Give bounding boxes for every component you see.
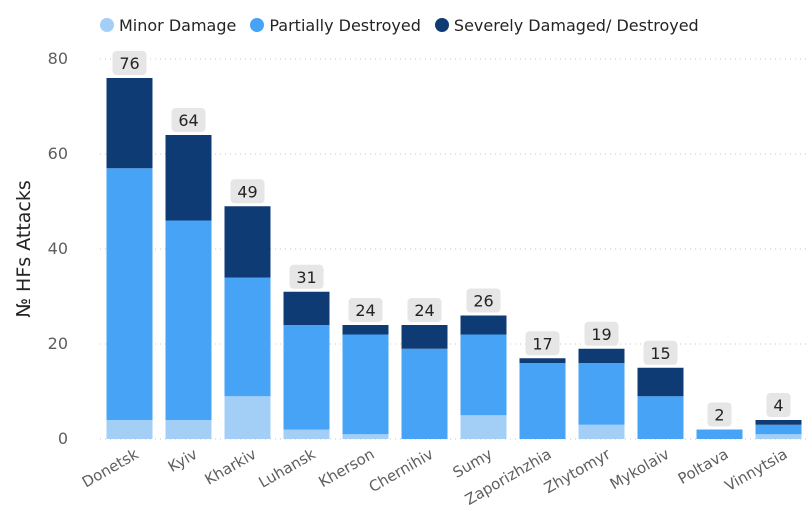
bar-segment-kherson-minor-damage <box>342 434 389 439</box>
x-tick-label-chernihiv: Chernihiv <box>366 445 437 496</box>
bar-segment-sumy-severely-damaged-destroyed <box>460 315 507 335</box>
legend-swatch-partially-destroyed <box>250 18 265 32</box>
total-label-bg-kherson <box>348 298 383 322</box>
bar-segment-kherson-partially-destroyed <box>342 334 389 435</box>
total-label-bg-kharkiv <box>230 179 265 204</box>
bar-segment-kherson-severely-damaged-destroyed <box>342 325 389 335</box>
bar-segment-zhytomyr-partially-destroyed <box>578 363 625 425</box>
bar-segment-vinnytsia-minor-damage <box>755 434 802 439</box>
total-label-kharkiv: 49 <box>237 182 257 201</box>
legend-label-minor-damage: Minor Damage <box>119 15 237 35</box>
bar-segment-kyiv-partially-destroyed <box>165 220 212 420</box>
legend-item-severely-damaged[interactable]: Severely Damaged/ Destroyed <box>434 15 699 35</box>
bar-segment-zaporizhzhia-partially-destroyed <box>519 363 566 439</box>
bar-segment-mykolaiv-severely-damaged-destroyed <box>637 367 684 397</box>
bar-segment-luhansk-partially-destroyed <box>283 325 330 430</box>
legend-item-partially-destroyed[interactable]: Partially Destroyed <box>250 16 421 35</box>
total-label-bg-luhansk <box>289 264 324 289</box>
total-label-bg-donetsk <box>112 51 147 75</box>
total-label-kherson: 24 <box>355 301 375 320</box>
total-label-bg-poltava <box>707 402 732 427</box>
total-label-mykolaiv: 15 <box>650 344 670 363</box>
x-tick-label-luhansk: Luhansk <box>256 445 319 492</box>
x-tick-label-sumy: Sumy <box>450 445 496 482</box>
x-tick-label-zhytomyr: Zhytomyr <box>541 444 614 497</box>
y-tick-label: 0 <box>58 429 68 448</box>
y-axis-title: № HFs Attacks <box>13 180 35 318</box>
bar-segment-kharkiv-minor-damage <box>224 396 271 439</box>
bar-segment-chernihiv-partially-destroyed <box>401 348 448 439</box>
bar-segment-luhansk-minor-damage <box>283 429 330 439</box>
total-label-luhansk: 31 <box>296 268 316 287</box>
total-label-bg-mykolaiv <box>643 340 678 365</box>
y-tick-label: 40 <box>48 239 68 258</box>
bar-segment-luhansk-severely-damaged-destroyed <box>283 291 330 325</box>
total-label-bg-sumy <box>466 288 501 313</box>
total-label-kyiv: 64 <box>178 111 198 130</box>
x-tick-label-mykolaiv: Mykolaiv <box>607 445 673 493</box>
y-tick-label: 60 <box>48 144 68 163</box>
legend-item-minor-damage[interactable]: Minor Damage <box>100 16 236 35</box>
total-label-chernihiv: 24 <box>414 301 434 320</box>
bar-segment-kyiv-minor-damage <box>165 420 212 439</box>
total-label-sumy: 26 <box>473 292 493 311</box>
bar-segment-donetsk-minor-damage <box>106 420 153 439</box>
x-tick-label-vinnytsia: Vinnytsia <box>722 445 791 495</box>
total-label-zaporizhzhia: 17 <box>532 334 552 353</box>
bar-segment-mykolaiv-partially-destroyed <box>637 396 684 439</box>
total-label-bg-chernihiv <box>407 298 442 322</box>
bar-segment-sumy-partially-destroyed <box>460 334 507 416</box>
bar-segment-vinnytsia-partially-destroyed <box>755 424 802 435</box>
bar-segment-zaporizhzhia-severely-damaged-destroyed <box>519 358 566 363</box>
bar-segment-chernihiv-severely-damaged-destroyed <box>401 325 448 349</box>
total-label-bg-vinnytsia <box>766 393 791 417</box>
legend-swatch-severely-damaged <box>434 18 449 32</box>
legend-label-partially-destroyed: Partially Destroyed <box>269 15 421 35</box>
total-label-poltava: 2 <box>714 406 724 425</box>
bar-segment-kyiv-severely-damaged-destroyed <box>165 135 212 221</box>
bar-segment-kharkiv-severely-damaged-destroyed <box>224 206 271 278</box>
x-tick-label-kyiv: Kyiv <box>165 445 201 476</box>
x-tick-label-kharkiv: Kharkiv <box>202 445 260 489</box>
bar-segment-zhytomyr-severely-damaged-destroyed <box>578 348 625 363</box>
total-label-bg-zhytomyr <box>584 321 619 346</box>
chart-legend: Minor Damage Partially Destroyed Severel… <box>100 14 699 36</box>
bar-segment-poltava-partially-destroyed <box>696 429 743 439</box>
legend-label-severely-damaged: Severely Damaged/ Destroyed <box>453 15 699 35</box>
x-tick-label-donetsk: Donetsk <box>79 445 142 492</box>
total-label-donetsk: 76 <box>119 54 139 73</box>
legend-swatch-minor-damage <box>100 18 114 32</box>
bar-segment-sumy-minor-damage <box>460 415 507 439</box>
bar-segment-vinnytsia-severely-damaged-destroyed <box>755 420 802 425</box>
bar-segment-kharkiv-partially-destroyed <box>224 277 271 397</box>
bar-segment-donetsk-partially-destroyed <box>106 168 153 420</box>
y-tick-label: 20 <box>48 334 68 353</box>
bar-segment-donetsk-severely-damaged-destroyed <box>106 78 153 169</box>
total-label-bg-kyiv <box>171 108 206 132</box>
total-label-vinnytsia: 4 <box>773 396 783 415</box>
bar-segment-zhytomyr-minor-damage <box>578 424 625 439</box>
y-tick-label: 80 <box>48 49 68 68</box>
total-label-zhytomyr: 19 <box>591 325 611 344</box>
total-label-bg-zaporizhzhia <box>525 331 560 356</box>
